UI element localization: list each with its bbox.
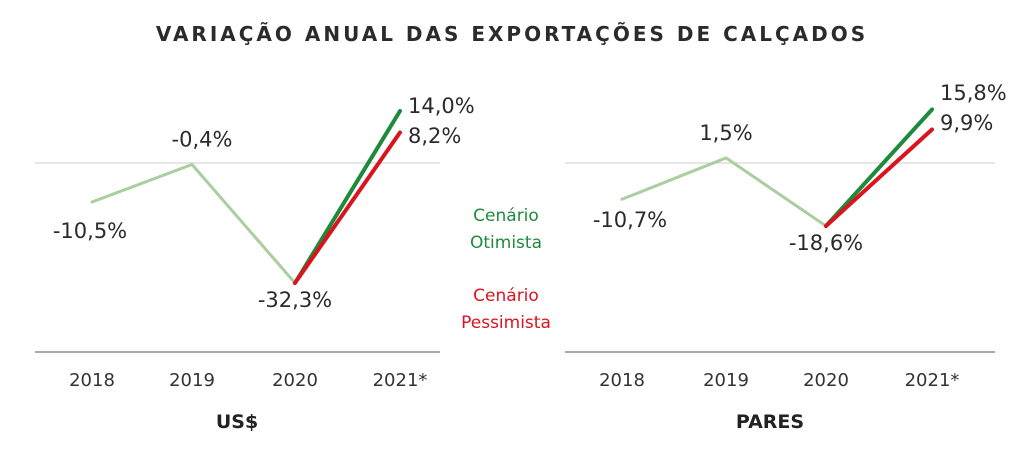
data-label: -10,5%	[53, 219, 127, 243]
data-label-pessimistic: 8,2%	[408, 124, 461, 148]
legend-optimistic-line1: Cenário	[473, 206, 539, 226]
legend-pessimistic: Cenário Pessimista	[452, 283, 560, 337]
x-tick-label: 2019	[169, 370, 215, 391]
legend-pessimistic-line1: Cenário	[473, 286, 539, 306]
x-tick-label: 2019	[703, 370, 749, 391]
series-line-pessimistic	[293, 130, 402, 285]
chart-pares: 2018 2019 2020 2021* PARES -10,7% 1,5% -18,6% 15…	[565, 81, 1007, 433]
x-tick-label: 2021*	[905, 370, 960, 391]
data-label: -32,3%	[258, 288, 332, 312]
series-line-optimistic	[293, 108, 402, 285]
legend-optimistic: Cenário Otimista	[452, 203, 560, 257]
chart-usd: 2018 2019 2020 2021* US$ -10,5% -0,4% -32,3% 14,…	[35, 94, 475, 433]
panel-title: PARES	[736, 411, 804, 433]
panel-title: US$	[216, 411, 258, 433]
data-label: -0,4%	[172, 127, 233, 151]
x-tick-label: 2018	[599, 370, 645, 391]
x-tick-label: 2020	[803, 370, 849, 391]
x-tick-label: 2020	[272, 370, 318, 391]
series-line-optimistic	[824, 107, 934, 228]
series-line-history	[90, 162, 297, 285]
data-label: -10,7%	[593, 208, 667, 232]
data-label-pessimistic: 9,9%	[940, 111, 993, 135]
x-tick-label: 2021*	[373, 370, 428, 391]
chart-title: VARIAÇÃO ANUAL DAS EXPORTAÇÕES DE CALÇAD…	[155, 22, 869, 46]
legend-optimistic-line2: Otimista	[470, 233, 542, 253]
data-label: -18,6%	[789, 231, 863, 255]
series-line-pessimistic	[824, 127, 934, 228]
data-label-optimistic: 14,0%	[408, 94, 475, 118]
x-tick-label: 2018	[69, 370, 115, 391]
data-label: 1,5%	[699, 121, 752, 145]
series-line-history	[620, 156, 828, 228]
legend-pessimistic-line2: Pessimista	[461, 313, 551, 333]
data-label-optimistic: 15,8%	[940, 81, 1007, 105]
